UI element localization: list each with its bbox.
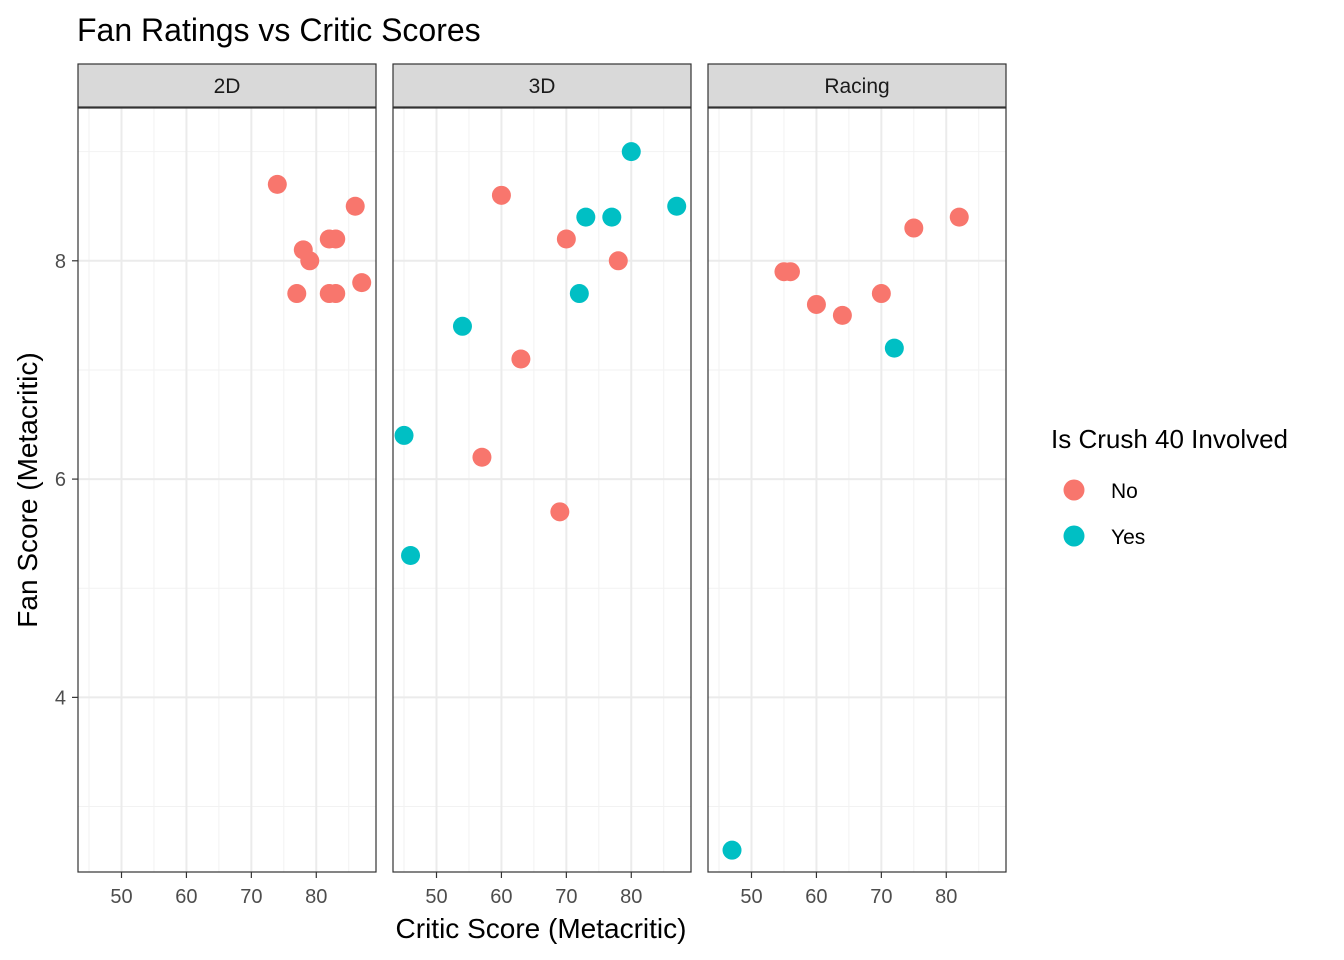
x-tick-label: 60 [175, 886, 197, 908]
x-tick-label: 80 [935, 886, 957, 908]
data-point-no [949, 207, 969, 227]
data-point-no [806, 294, 826, 314]
x-tick-label: 60 [490, 886, 512, 908]
data-point-no [326, 229, 346, 249]
panel-border [392, 107, 692, 873]
data-point-no [608, 251, 628, 271]
data-point-no [300, 251, 320, 271]
facet-strip [77, 63, 377, 108]
data-point-yes [884, 338, 904, 358]
facet-strip-label: Racing [824, 75, 889, 98]
facet-strip-label: 2D [214, 75, 241, 98]
data-point-yes [394, 425, 414, 445]
x-tick-label: 80 [620, 886, 642, 908]
data-point-no [267, 174, 287, 194]
data-point-no [832, 305, 852, 325]
data-point-yes [401, 545, 421, 565]
data-point-yes [452, 316, 472, 336]
data-point-no [472, 447, 492, 467]
y-tick-label: 6 [55, 469, 66, 491]
facet-panel-2d: 2D 50 60 70 80 4 6 8 [55, 63, 377, 908]
data-point-no [345, 196, 365, 216]
data-point-no [352, 273, 372, 293]
y-tick-label: 4 [55, 687, 66, 709]
facet-strip [707, 63, 1007, 108]
legend-label: No [1111, 480, 1138, 503]
panel-background [393, 108, 691, 872]
x-tick-label: 60 [805, 886, 827, 908]
x-tick-label: 50 [425, 886, 447, 908]
data-point-yes [602, 207, 622, 227]
legend-label: Yes [1111, 526, 1145, 549]
legend-entries: No Yes [1063, 479, 1145, 549]
x-tick-label: 50 [740, 886, 762, 908]
facet-panels: 2D 50 60 70 80 4 6 8 3D 50 60 70 80 Racing 50 60 70 80 [55, 63, 1007, 908]
data-point-yes [569, 284, 589, 304]
facet-strip-label: 3D [529, 75, 556, 98]
legend-entry-yes: Yes [1063, 525, 1145, 549]
chart-title: Fan Ratings vs Critic Scores [77, 12, 481, 48]
data-point-no [556, 229, 576, 249]
legend-key [1063, 525, 1085, 547]
legend-key [1063, 479, 1085, 501]
data-point-no [780, 262, 800, 282]
data-point-yes [722, 840, 742, 860]
data-point-no [326, 284, 346, 304]
x-tick-label: 70 [870, 886, 892, 908]
data-point-no [491, 185, 511, 205]
data-point-no [287, 284, 307, 304]
x-tick-label: 70 [240, 886, 262, 908]
y-axis-title: Fan Score (Metacritic) [12, 352, 43, 627]
x-tick-label: 80 [305, 886, 327, 908]
facet-panel-racing: Racing 50 60 70 80 [707, 63, 1007, 908]
x-tick-label: 70 [555, 886, 577, 908]
facet-strip [392, 63, 692, 108]
legend: Is Crush 40 Involved No Yes [1051, 424, 1288, 549]
data-point-no [550, 502, 570, 522]
panel-border [707, 107, 1007, 873]
facet-panel-3d: 3D 50 60 70 80 [392, 63, 692, 908]
x-tick-label: 50 [110, 886, 132, 908]
data-point-yes [576, 207, 596, 227]
panel-background [708, 108, 1006, 872]
data-point-no [871, 284, 891, 304]
data-point-yes [621, 142, 641, 162]
legend-entry-no: No [1063, 479, 1138, 503]
data-point-yes [667, 196, 687, 216]
panel-background [78, 108, 376, 872]
data-point-no [904, 218, 924, 238]
x-axis-title: Critic Score (Metacritic) [396, 913, 687, 944]
legend-title: Is Crush 40 Involved [1051, 424, 1288, 454]
y-tick-label: 8 [55, 251, 66, 273]
data-point-no [511, 349, 531, 369]
panel-border [77, 107, 377, 873]
